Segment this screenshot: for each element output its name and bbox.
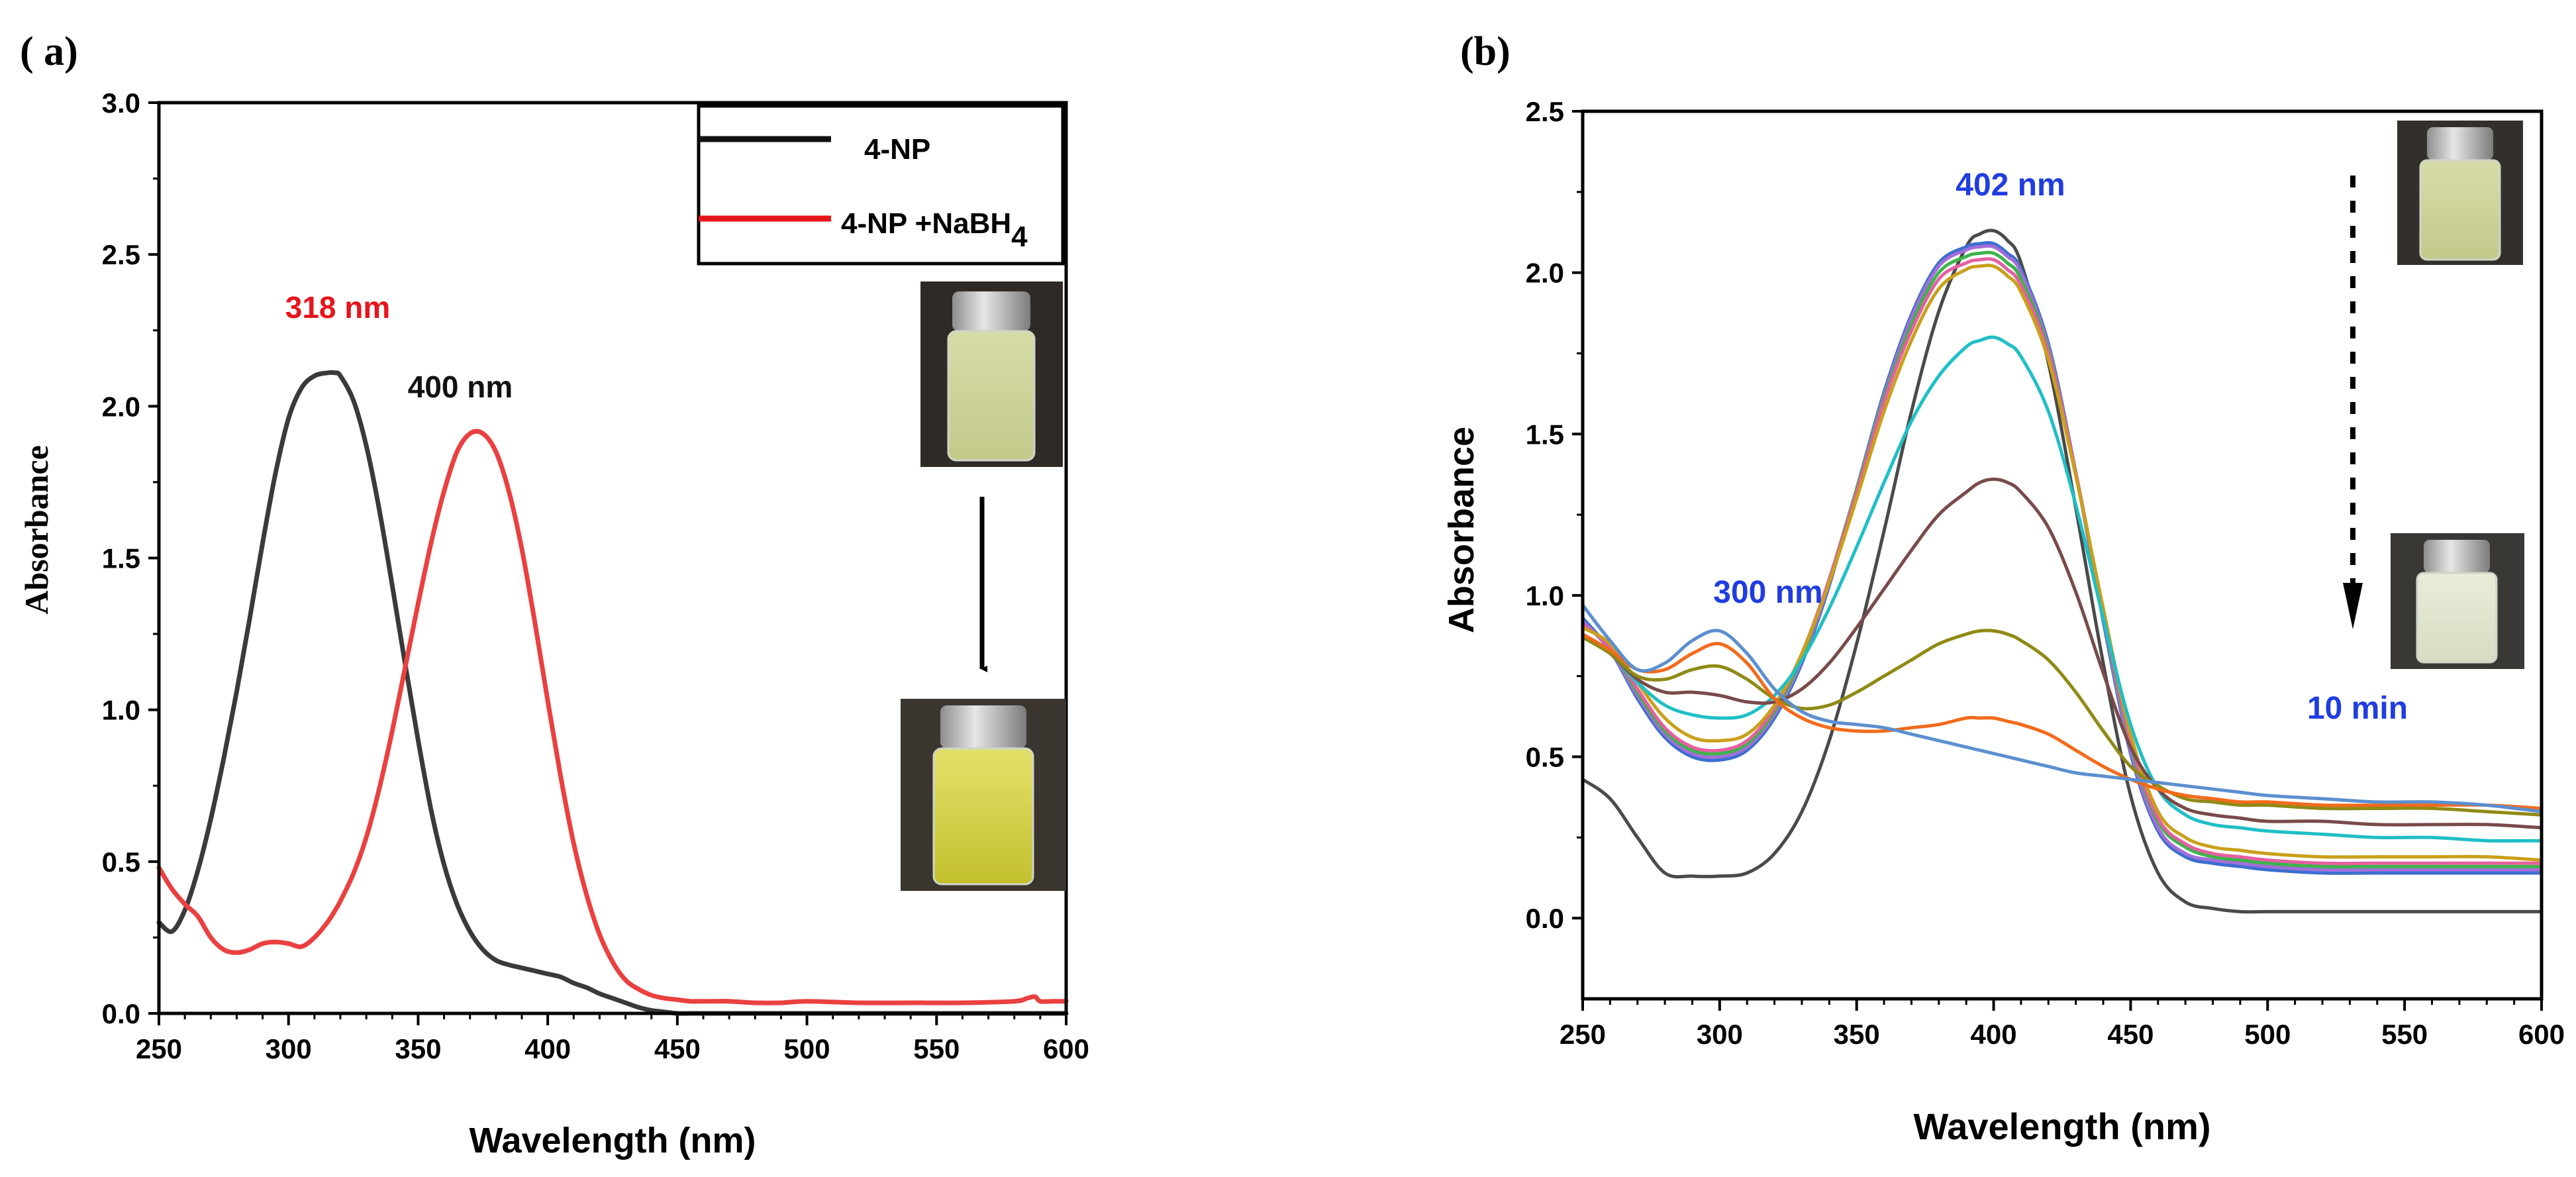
legend-label-4np: 4-NP	[864, 133, 930, 166]
panel-b-series-t7	[1581, 478, 2544, 830]
panel-b-series-0-min-4-np	[1581, 229, 2544, 914]
vial-cap	[2424, 540, 2490, 573]
panel-a-y-tick-label: 1.5	[102, 543, 140, 574]
panel-b-label: (b)	[1460, 29, 1511, 74]
panel-a-label: ( a)	[20, 29, 78, 74]
panel-a-legend: 4-NP 4-NP +NaBH4	[697, 104, 1065, 266]
panel-b-series-t6	[1581, 335, 2544, 843]
panel-a-x-axis-label: Wavelength (nm)	[469, 1121, 756, 1160]
vial-photo-before	[920, 281, 1063, 467]
panel-a-x-tick-label: 600	[1043, 1033, 1089, 1064]
panel-b-y-tick-label: 1.5	[1526, 419, 1564, 450]
legend-label-main: 4-NP +NaBH	[841, 207, 1011, 240]
panel-b-series-10-min	[1581, 603, 2544, 813]
panel-b-y-axis-label: Absorbance	[1442, 427, 1481, 633]
legend-label-4np-nabh4: 4-NP +NaBH4	[841, 207, 1028, 253]
panel-b-curves	[1581, 229, 2544, 914]
panel-a-axes: 250 300 350 400 450 500 550 600 0.0 0.5 1.0 1.5 2.0 2…	[102, 87, 1089, 1064]
panel-b-x-tick-label: 400	[1971, 1019, 2017, 1050]
panel-a-series-4-np	[156, 370, 1069, 1016]
panel-a-y-tick-label: 2.5	[102, 239, 140, 270]
panel-a-y-tick-label: 2.0	[102, 391, 140, 422]
panel-b-series-t8	[1581, 629, 2544, 817]
panel-a-x-tick-label: 400	[524, 1033, 571, 1064]
panel-b-axes: 250 300 350 400 450 500 550 600 0.0 0.5 1.0 1.5 2.0 2…	[1526, 96, 2565, 1050]
panel-a-y-tick-label: 3.0	[102, 87, 140, 119]
panel-b-series-t3	[1581, 250, 2544, 869]
legend-box	[697, 104, 1065, 266]
vial-cap	[940, 705, 1026, 748]
panel-a-y-tick-label: 1.0	[102, 695, 140, 726]
vial-liquid-pale-yellow	[947, 330, 1036, 462]
annotation-402nm: 402 nm	[1956, 168, 2065, 203]
vial-cap	[2427, 127, 2493, 160]
annotation-400nm: 400 nm	[408, 370, 513, 404]
panel-b-series-t1	[1581, 240, 2544, 875]
panel-a-plot-frame	[157, 101, 1068, 1015]
panel-b-x-tick-label: 500	[2244, 1019, 2291, 1050]
panel-a-y-axis-label: Absorbance	[18, 445, 55, 615]
panel-b-series-t2	[1581, 244, 2544, 872]
panel-b-y-tick-label: 2.0	[1526, 258, 1564, 289]
panel-b-x-tick-label: 550	[2381, 1019, 2428, 1050]
vial-photo-final	[2391, 533, 2524, 669]
panel-b-x-tick-label: 350	[1834, 1019, 1880, 1050]
panel-b-series-t9	[1581, 632, 2544, 810]
vial-liquid-bright-yellow	[932, 747, 1034, 886]
panel-b-x-tick-label: 300	[1697, 1019, 1743, 1050]
panel-b-y-tick-label: 0.0	[1526, 903, 1564, 934]
panel-b-y-tick-label: 2.5	[1526, 96, 1564, 127]
annotation-300nm: 300 nm	[1713, 575, 1822, 610]
vial-liquid-colorless	[2416, 572, 2498, 664]
panel-b-arrow-down-icon	[2343, 583, 2363, 629]
panel-b-x-tick-label: 600	[2518, 1019, 2565, 1050]
panel-a-x-tick-label: 250	[136, 1033, 182, 1064]
panel-b-series-t5	[1581, 264, 2544, 862]
panel-a-y-tick-label: 0.5	[102, 846, 140, 878]
panel-a-x-tick-label: 300	[266, 1033, 312, 1064]
vial-cap	[952, 291, 1030, 331]
panel-b-x-axis-label: Wavelength (nm)	[1913, 1105, 2210, 1147]
legend-label-subscript: 4	[1011, 221, 1028, 253]
panel-b-y-tick-label: 0.5	[1526, 742, 1564, 773]
panel-b-x-tick-label: 250	[1560, 1019, 1606, 1050]
panel-a: ( a) 250 300 350 400 450 500 550 600 0.0 0.5 1.0 1.…	[18, 29, 1089, 1160]
panel-a-x-tick-label: 550	[913, 1033, 960, 1064]
panel-a-x-tick-label: 500	[784, 1033, 830, 1064]
panel-b-x-tick-label: 450	[2107, 1019, 2154, 1050]
panel-b-plot-frame	[1581, 109, 2544, 1001]
panel-b-y-tick-label: 1.0	[1526, 580, 1564, 611]
annotation-10min: 10 min	[2307, 691, 2408, 726]
annotation-318nm: 318 nm	[285, 290, 391, 325]
panel-a-y-tick-label: 0.0	[102, 998, 140, 1029]
panel-b: (b) 250 300 350 400 450 500 550 600 0.0 0.5 1.0 1.5…	[1442, 29, 2565, 1147]
panel-b-series-t4	[1581, 257, 2544, 866]
panel-a-curves	[156, 370, 1069, 1016]
vial-photo-after	[901, 699, 1066, 891]
panel-a-x-tick-label: 450	[654, 1033, 701, 1064]
panel-a-series-4-np-nabh4	[156, 429, 1069, 1005]
vial-photo-initial	[2397, 121, 2523, 265]
panel-a-x-tick-label: 350	[395, 1033, 441, 1064]
vial-liquid-pale-yellow	[2419, 159, 2501, 261]
